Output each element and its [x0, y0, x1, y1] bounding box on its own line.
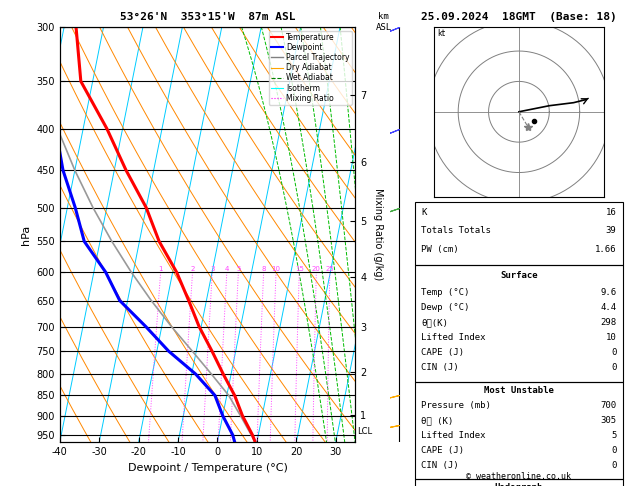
Text: K: K — [421, 208, 426, 217]
Text: Pressure (mb): Pressure (mb) — [421, 401, 491, 410]
Text: CAPE (J): CAPE (J) — [421, 446, 464, 455]
Text: 0: 0 — [611, 363, 616, 372]
Text: 1: 1 — [159, 266, 163, 272]
Text: CIN (J): CIN (J) — [421, 461, 459, 470]
Text: CIN (J): CIN (J) — [421, 363, 459, 372]
Text: 4: 4 — [225, 266, 229, 272]
Text: LCL: LCL — [357, 427, 372, 435]
Text: km
ASL: km ASL — [376, 12, 392, 32]
Text: 25: 25 — [325, 266, 334, 272]
Text: 0: 0 — [611, 461, 616, 470]
Text: 298: 298 — [600, 318, 616, 327]
Text: kt: kt — [437, 29, 445, 38]
Text: CAPE (J): CAPE (J) — [421, 348, 464, 357]
Text: 2: 2 — [191, 266, 195, 272]
Text: 0: 0 — [611, 446, 616, 455]
Text: Most Unstable: Most Unstable — [484, 386, 554, 396]
Text: 0: 0 — [611, 348, 616, 357]
Text: 3: 3 — [210, 266, 214, 272]
Text: 305: 305 — [600, 416, 616, 425]
Text: 4.4: 4.4 — [600, 303, 616, 312]
Text: Totals Totals: Totals Totals — [421, 226, 491, 235]
Text: 15: 15 — [295, 266, 304, 272]
Text: Lifted Index: Lifted Index — [421, 333, 486, 342]
Text: © weatheronline.co.uk: © weatheronline.co.uk — [467, 472, 571, 481]
X-axis label: Dewpoint / Temperature (°C): Dewpoint / Temperature (°C) — [128, 463, 287, 473]
Text: Lifted Index: Lifted Index — [421, 431, 486, 440]
Text: 5: 5 — [611, 431, 616, 440]
Text: 53°26'N  353°15'W  87m ASL: 53°26'N 353°15'W 87m ASL — [120, 12, 296, 22]
Text: 25.09.2024  18GMT  (Base: 18): 25.09.2024 18GMT (Base: 18) — [421, 12, 617, 22]
Text: Temp (°C): Temp (°C) — [421, 288, 470, 297]
Text: θᴇ (K): θᴇ (K) — [421, 416, 454, 425]
Text: Surface: Surface — [500, 271, 538, 280]
Text: Dewp (°C): Dewp (°C) — [421, 303, 470, 312]
Y-axis label: Mixing Ratio (g/kg): Mixing Ratio (g/kg) — [373, 189, 383, 280]
Text: θᴇ(K): θᴇ(K) — [421, 318, 448, 327]
Text: 10: 10 — [606, 333, 616, 342]
Text: 20: 20 — [312, 266, 321, 272]
Text: 8: 8 — [262, 266, 266, 272]
Legend: Temperature, Dewpoint, Parcel Trajectory, Dry Adiabat, Wet Adiabat, Isotherm, Mi: Temperature, Dewpoint, Parcel Trajectory… — [269, 31, 352, 105]
Text: 16: 16 — [606, 208, 616, 217]
Text: 1.66: 1.66 — [595, 244, 616, 254]
Text: 39: 39 — [606, 226, 616, 235]
Text: 700: 700 — [600, 401, 616, 410]
Text: 5: 5 — [237, 266, 240, 272]
Text: Hodograph: Hodograph — [495, 483, 543, 486]
Text: 10: 10 — [272, 266, 281, 272]
Y-axis label: hPa: hPa — [21, 225, 31, 244]
Text: PW (cm): PW (cm) — [421, 244, 459, 254]
Text: 9.6: 9.6 — [600, 288, 616, 297]
